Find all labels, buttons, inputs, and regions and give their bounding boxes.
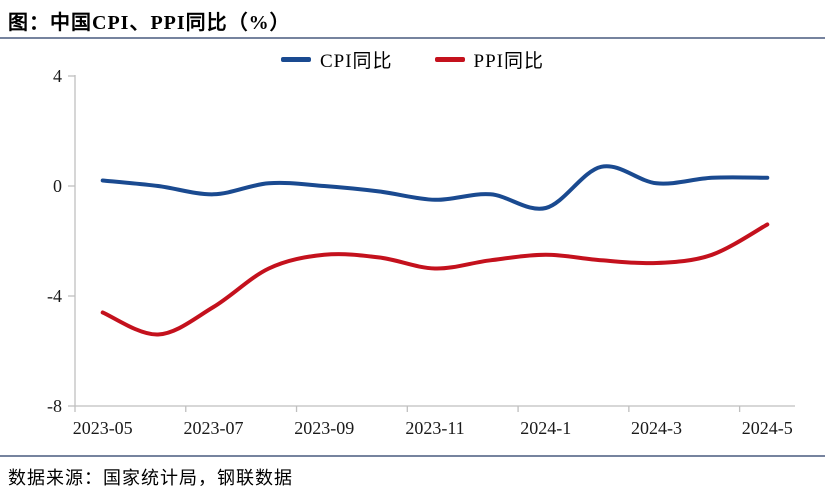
legend-label-ppi: PPI同比 [473, 51, 545, 72]
legend: CPI同比 PPI同比 [0, 46, 825, 73]
ppi-series-line [100, 222, 770, 337]
x-tick-label: 2024-1 [520, 418, 571, 438]
x-tick-label: 2023-09 [294, 418, 354, 438]
chart-title: 图：中国CPI、PPI同比（%） [8, 12, 291, 34]
data-source-note: 数据来源：国家统计局，钢联数据 [8, 468, 293, 488]
y-tick-label: 0 [53, 176, 62, 196]
legend-label-cpi: CPI同比 [319, 51, 393, 72]
x-tick-label: 2023-11 [405, 418, 464, 438]
x-tick-label: 2024-3 [631, 418, 682, 438]
title-separator [0, 37, 825, 39]
x-tick-label: 2023-07 [183, 418, 243, 438]
y-tick-label: 4 [53, 66, 62, 86]
footer-separator [0, 455, 825, 457]
cpi-line-swatch-icon [280, 57, 311, 62]
legend-item-cpi: CPI同比 [280, 46, 393, 73]
cpi-series-line [100, 164, 770, 211]
y-tick-label: -4 [47, 286, 62, 306]
ppi-line-swatch-icon [434, 57, 465, 62]
x-tick-label: 2024-5 [742, 418, 793, 438]
legend-item-ppi: PPI同比 [434, 46, 545, 73]
y-tick-label: -8 [47, 396, 62, 416]
x-tick-label: 2023-05 [73, 418, 133, 438]
